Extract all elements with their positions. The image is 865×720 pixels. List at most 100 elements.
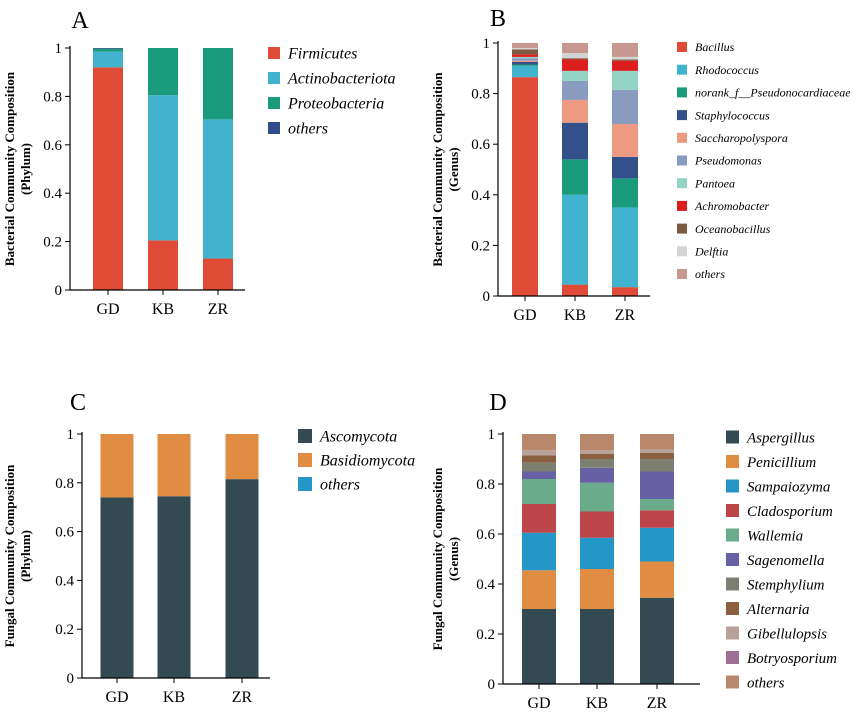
y-axis-title: Fungal Community Composition	[430, 467, 445, 651]
legend-label: Penicillium	[746, 455, 816, 471]
bar-segment-kb-0	[148, 240, 178, 290]
bar-segment-gd-7	[512, 54, 538, 57]
bar-segment-zr-4	[612, 123, 638, 157]
bar-segment-kb-2	[580, 537, 614, 569]
bar-segment-gd-1	[522, 570, 556, 609]
y-tick-label: 1	[488, 427, 496, 443]
y-axis-title: Bacterial Community Composition	[430, 72, 445, 267]
bar-segment-zr-0	[225, 479, 259, 678]
y-tick-label: 0.6	[55, 525, 74, 541]
panel-letter: C	[70, 390, 86, 416]
bar-segment-gd-8	[522, 450, 556, 456]
bar-segment-zr-0	[640, 597, 674, 684]
chart-panel-c: C Fungal Community Composition (Phylum) 0 0.…	[0, 380, 430, 720]
x-tick-label: GD	[513, 307, 536, 324]
bar-segment-zr-6	[640, 459, 674, 472]
bar-segment-kb-0	[580, 609, 614, 684]
chart-svg-a: A Bacterial Community Composition (Phylum)…	[2, 8, 396, 318]
bar-segment-zr-5	[640, 471, 674, 499]
x-tick-label: ZR	[647, 695, 668, 712]
bar-segment-gd-10	[522, 434, 556, 451]
legend-label: norank_f__Pseudonocardiaceae	[695, 86, 851, 100]
legend-label: Bacillus	[695, 40, 735, 54]
y-tick-label: 0	[488, 677, 496, 693]
legend-swatch	[726, 528, 739, 542]
y-axis-title: Bacterial Community Composition	[2, 71, 17, 266]
y-axis-subtitle: (Genus)	[446, 537, 461, 581]
chart-panel-b: B Bacterial Community Composition (Genus) 0…	[430, 0, 865, 380]
legend-label: Pantoea	[694, 176, 735, 190]
y-tick-label: 0.8	[471, 87, 490, 103]
x-tick-label: GD	[105, 689, 128, 706]
bar-segment-zr-5	[612, 89, 638, 124]
legend-swatch	[726, 430, 739, 444]
legend-label: others	[695, 267, 725, 281]
bar-segment-kb-6	[580, 459, 614, 468]
bar-segment-zr-2	[612, 178, 638, 208]
legend-label: Wallemia	[747, 528, 803, 544]
legend-swatch	[677, 200, 687, 211]
bar-segment-kb-5	[580, 467, 614, 483]
legend-swatch	[677, 132, 687, 143]
bar-segment-gd-2	[522, 532, 556, 571]
legend-swatch	[298, 477, 312, 491]
legend-swatch	[677, 110, 687, 121]
legend-label: Botryosporium	[747, 651, 837, 667]
y-tick-label: 1	[483, 36, 491, 52]
bar-segment-kb-5	[562, 80, 588, 100]
bar-segment-gd-6	[522, 462, 556, 472]
y-tick-label: 0.2	[55, 622, 74, 638]
bar-segment-gd-0	[93, 67, 123, 290]
bar-segment-kb-10	[562, 43, 588, 54]
legend-label: Gibellulopsis	[747, 626, 827, 642]
legend-swatch	[677, 87, 687, 98]
chart-svg-b: B Bacterial Community Composition (Genus) 0…	[430, 6, 851, 324]
bar-segment-kb-7	[580, 454, 614, 459]
bar-segment-kb-4	[580, 482, 614, 512]
y-axis-title: Fungal Community Composition	[2, 464, 17, 648]
legend-label: Saccharopolyspora	[695, 131, 788, 145]
legend-label: Delftia	[694, 245, 728, 259]
legend-label: Actinobacteriota	[287, 71, 396, 88]
bar-segment-gd-10	[512, 43, 538, 49]
bar-segment-gd-9	[512, 48, 538, 50]
bar-segment-kb-9	[562, 53, 588, 59]
y-tick-label: 0.4	[476, 577, 495, 593]
x-tick-label: KB	[163, 689, 185, 706]
bar-segment-gd-2	[512, 64, 538, 66]
y-tick-label: 0.6	[43, 138, 62, 154]
bar-segment-kb-1	[562, 194, 588, 285]
legend-label: Ascomycota	[319, 429, 397, 446]
legend-label: Stemphylium	[747, 577, 825, 593]
y-tick-label: 0.8	[43, 89, 62, 105]
legend-label: Basidiomycota	[320, 453, 415, 470]
y-axis-subtitle: (Genus)	[446, 147, 461, 191]
bar-segment-zr-6	[612, 70, 638, 90]
bar-segment-gd-1	[100, 434, 134, 498]
legend-swatch	[726, 675, 739, 689]
legend-swatch	[726, 553, 739, 566]
chart-svg-c: C Fungal Community Composition (Phylum) 0 0.…	[2, 390, 415, 706]
bar-segment-zr-10	[612, 43, 638, 57]
legend-label: Rhodococcus	[694, 63, 759, 77]
legend-swatch	[268, 47, 280, 59]
legend-swatch	[726, 651, 739, 664]
legend-label: Firmicutes	[287, 46, 357, 63]
chart-svg-d: D Fungal Community Composition (Genus) 0 0.2…	[430, 390, 837, 712]
legend-label: Sampaiozyma	[747, 479, 830, 495]
bar-segment-kb-1	[148, 95, 178, 241]
bar-segment-kb-4	[562, 99, 588, 123]
legend-label: others	[288, 121, 328, 138]
x-tick-label: KB	[586, 695, 608, 712]
bar-segment-gd-4	[512, 60, 538, 62]
bar-segment-zr-2	[203, 48, 233, 120]
chart-panel-a: A Bacterial Community Composition (Phylum)…	[0, 0, 430, 380]
bar-segment-zr-1	[225, 434, 259, 480]
legend-label: others	[747, 675, 785, 691]
legend-swatch	[268, 97, 280, 109]
y-tick-label: 0.6	[476, 527, 495, 543]
legend-label: Staphylococcus	[695, 108, 770, 122]
bar-segment-kb-3	[580, 511, 614, 538]
bar-segment-zr-0	[612, 287, 638, 296]
bar-segment-zr-1	[640, 561, 674, 598]
